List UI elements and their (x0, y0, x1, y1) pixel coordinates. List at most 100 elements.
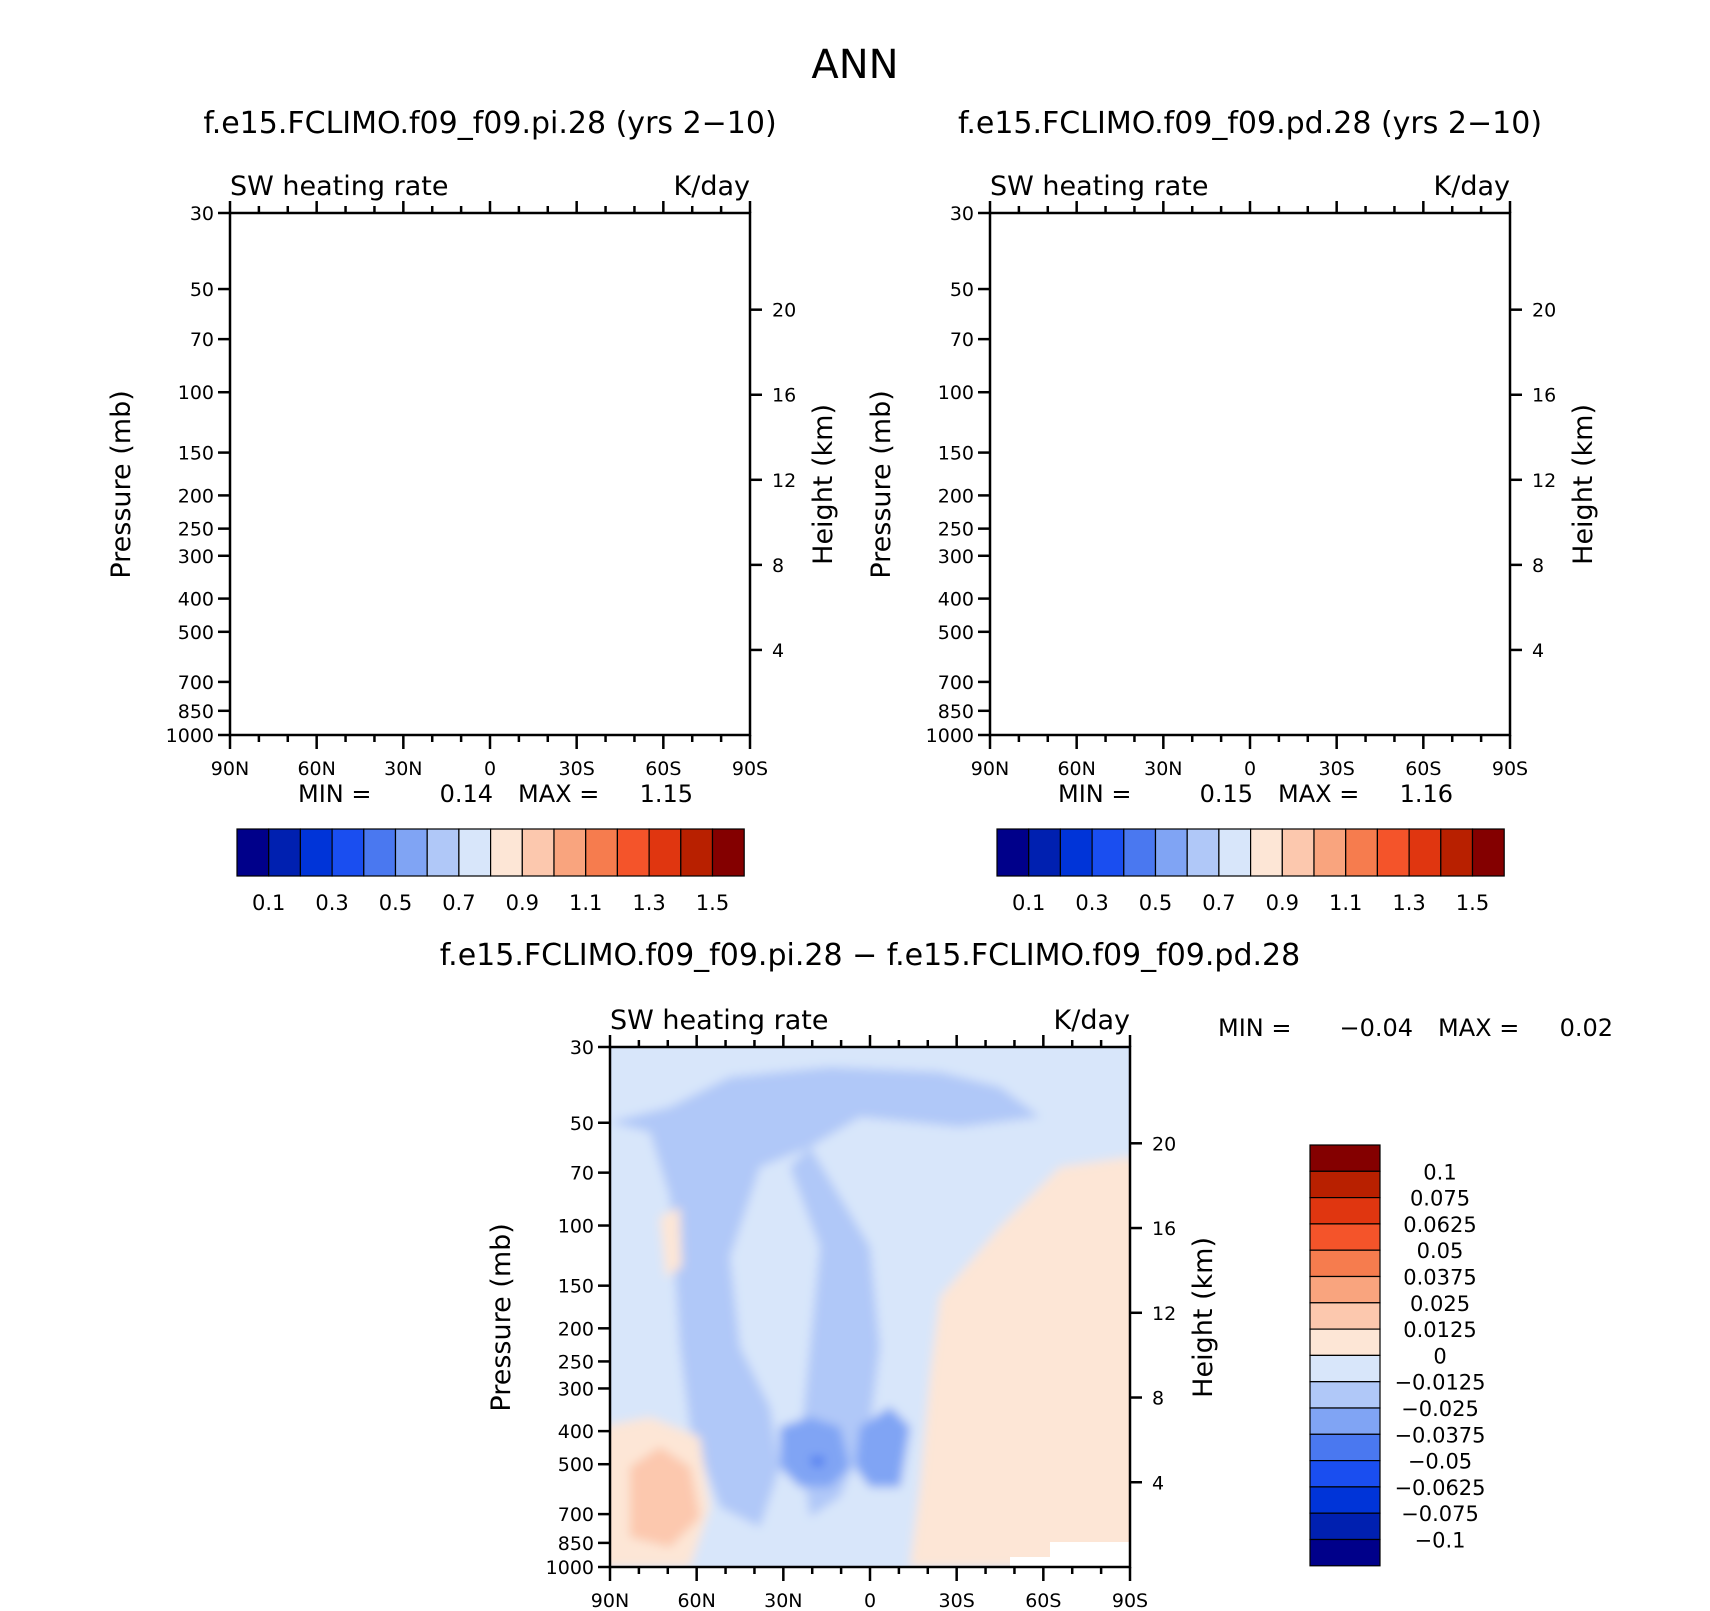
plot-frame (228, 211, 752, 737)
min-value: 0.15 (1200, 780, 1253, 808)
y-tick-label: 400 (178, 589, 214, 611)
colorbar-cell (585, 828, 619, 877)
colorbar-cell (1309, 1275, 1381, 1304)
colorbar-label: 0.9 (1266, 891, 1299, 915)
min-value: −0.04 (1339, 1014, 1413, 1042)
max-label: MAX = (518, 780, 599, 808)
colorbar-cell (299, 828, 333, 877)
colorbar-cell (1028, 828, 1061, 877)
colorbar-cell (1309, 1407, 1381, 1435)
colorbar-cell (394, 828, 428, 877)
colorbar-cell (1313, 828, 1347, 877)
max-label: MAX = (1438, 1014, 1519, 1042)
y-tick-label: 400 (938, 589, 974, 611)
colorbar-label: −0.0375 (1394, 1423, 1485, 1447)
y-tick-label: 150 (558, 1276, 594, 1298)
colorbar-cell (1309, 1381, 1381, 1409)
y-tick-label: 300 (558, 1378, 594, 1400)
colorbar-cell (1309, 1512, 1381, 1541)
colorbar-label: 0.0125 (1403, 1318, 1476, 1342)
x-tick-label: 60N (297, 758, 335, 780)
colorbar-label: 1.1 (569, 891, 602, 915)
units-label: K/day (1054, 1005, 1130, 1036)
colorbar-cell (1309, 1249, 1381, 1278)
colorbar-label: 0 (1433, 1344, 1446, 1368)
x-tick-label: 90N (211, 758, 249, 780)
x-tick-label: 30S (939, 1590, 975, 1611)
colorbar-label: 0.025 (1410, 1292, 1470, 1316)
colorbar-label: 1.1 (1329, 891, 1362, 915)
colorbar-label: 0.0625 (1403, 1213, 1476, 1237)
x-tick-label: 90N (971, 758, 1009, 780)
colorbar-pd: 0.1 0.3 0.5 0.7 0.9 1.1 1.3 1.5 (996, 828, 1505, 915)
colorbar-label: 1.3 (632, 891, 665, 915)
colorbar-label: 0.05 (1417, 1239, 1464, 1263)
y2-tick-label: 16 (1152, 1218, 1176, 1240)
x-tick-label: 30N (384, 758, 422, 780)
x-tick-label: 30N (1144, 758, 1182, 780)
panel-title: f.e15.FCLIMO.f09_f09.pi.28 (yrs 2−10) (203, 106, 776, 141)
colorbar-label: 0.1 (252, 891, 285, 915)
y2-tick-label: 20 (1532, 300, 1556, 322)
colorbar-cell (553, 828, 587, 877)
colorbar-cell (1309, 1486, 1381, 1514)
y-tick-label: 500 (938, 622, 974, 644)
colorbar-label: −0.075 (1401, 1502, 1479, 1526)
colorbar-cell (1309, 1459, 1381, 1488)
figure-title: ANN (811, 42, 898, 88)
variable-label: SW heating rate (990, 171, 1208, 202)
y-tick-label: 850 (938, 701, 974, 723)
colorbar-cell (1471, 828, 1505, 877)
y-tick-label: 850 (558, 1533, 594, 1555)
y-tick-label: 50 (950, 279, 974, 301)
colorbar-label: 0.3 (315, 891, 348, 915)
colorbar-label: −0.025 (1401, 1397, 1479, 1421)
colorbar-pi: 0.1 0.3 0.5 0.7 0.9 1.1 1.3 1.5 (236, 828, 745, 915)
y-tick-label: 50 (190, 279, 214, 301)
min-max-stats: MIN = 0.14 MAX = 1.15 (298, 780, 693, 808)
colorbar-cell (521, 828, 555, 877)
x-tick-label: 60N (1057, 758, 1095, 780)
y-axis-label: Pressure (mb) (106, 390, 137, 578)
y2-axis-label: Height (km) (808, 404, 839, 565)
colorbar-cell (490, 828, 523, 877)
axes-pd: f.e15.FCLIMO.f09_f09.pd.28 (yrs 2−10) SW … (866, 106, 1599, 808)
colorbar-cell (1154, 828, 1188, 877)
x-tick-label: 90S (1112, 1590, 1148, 1611)
y-tick-label: 100 (938, 382, 974, 404)
y-tick-label: 1000 (926, 725, 974, 747)
colorbar-label: −0.0125 (1394, 1371, 1485, 1395)
y-tick-label: 200 (938, 485, 974, 507)
y-tick-label: 150 (938, 443, 974, 465)
colorbar-label: 0.5 (379, 891, 412, 915)
colorbar-cell (331, 828, 365, 877)
x-tick-label: 90N (591, 1590, 629, 1611)
colorbar-label: 0.5 (1139, 891, 1172, 915)
y2-tick-label: 4 (1532, 640, 1544, 662)
colorbar-cell (426, 828, 460, 877)
colorbar-cell (268, 828, 302, 877)
colorbar-label: 0.9 (506, 891, 539, 915)
y-tick-label: 100 (178, 382, 214, 404)
colorbar-cell (1408, 828, 1442, 877)
y-tick-label: 500 (558, 1454, 594, 1476)
y-tick-label: 700 (558, 1504, 594, 1526)
colorbar-cell (1309, 1302, 1381, 1330)
y2-tick-label: 20 (1152, 1133, 1176, 1155)
colorbar-cell (1309, 1144, 1381, 1172)
x-tick-label: 60S (645, 758, 681, 780)
colorbar-label: 0.3 (1075, 891, 1108, 915)
x-tick-label: 30S (1319, 758, 1355, 780)
y-tick-label: 30 (190, 203, 214, 225)
x-tick-label: 0 (864, 1590, 876, 1611)
y2-tick-label: 12 (1152, 1303, 1176, 1325)
y-tick-label: 70 (190, 329, 214, 351)
min-label: MIN = (1218, 1014, 1291, 1042)
colorbar-label: −0.05 (1408, 1450, 1472, 1474)
panel-title: f.e15.FCLIMO.f09_f09.pd.28 (yrs 2−10) (958, 106, 1542, 141)
y2-axis-label: Height (km) (1188, 1237, 1219, 1398)
y2-tick-label: 8 (1152, 1388, 1164, 1410)
min-label: MIN = (1058, 780, 1131, 808)
